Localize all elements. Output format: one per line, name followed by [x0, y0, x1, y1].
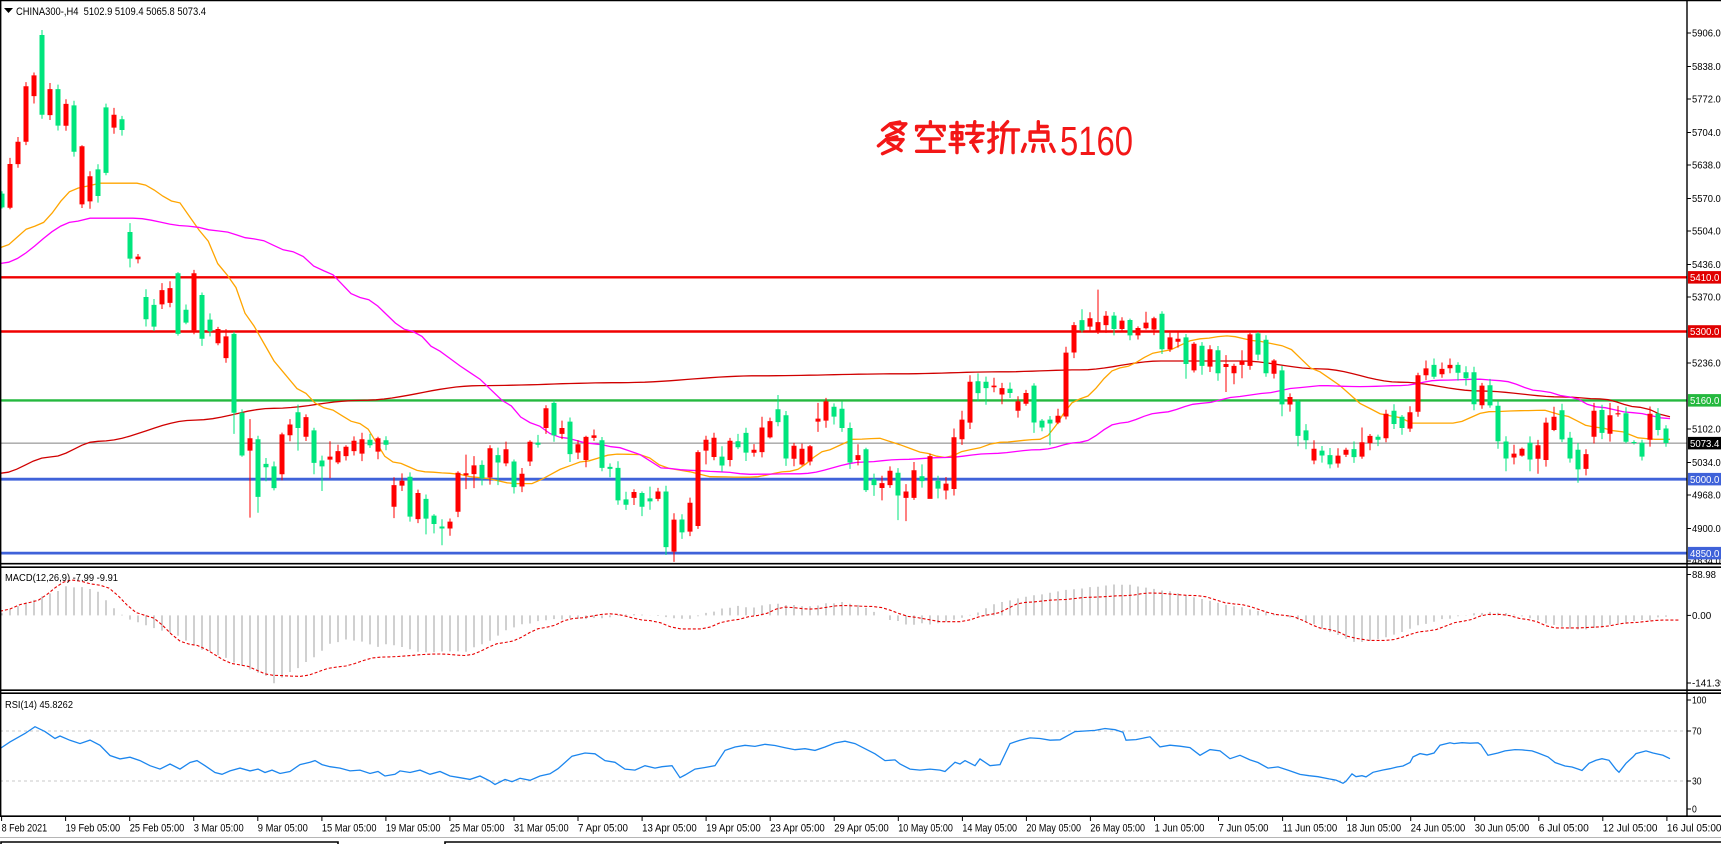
svg-text:5160.0: 5160.0 — [1690, 395, 1720, 407]
svg-text:19 Apr 05:00: 19 Apr 05:00 — [706, 823, 761, 835]
svg-text:13 Apr 05:00: 13 Apr 05:00 — [642, 823, 697, 835]
svg-text:9 Mar 05:00: 9 Mar 05:00 — [258, 823, 308, 835]
svg-text:24 Jun 05:00: 24 Jun 05:00 — [1411, 823, 1466, 835]
svg-text:5160: 5160 — [1060, 118, 1133, 164]
svg-text:88.98: 88.98 — [1692, 569, 1716, 581]
svg-text:5704.0: 5704.0 — [1692, 127, 1721, 139]
svg-text:25 Mar 05:00: 25 Mar 05:00 — [450, 823, 505, 835]
svg-text:70: 70 — [1692, 726, 1702, 738]
svg-text:3 Mar 05:00: 3 Mar 05:00 — [194, 823, 244, 835]
svg-text:19 Feb 05:00: 19 Feb 05:00 — [66, 823, 121, 835]
svg-text:11 Jun 05:00: 11 Jun 05:00 — [1283, 823, 1338, 835]
svg-text:5570.0: 5570.0 — [1692, 193, 1721, 205]
svg-text:12 Jul 05:00: 12 Jul 05:00 — [1603, 823, 1658, 835]
svg-text:CHINA300-,H4 5102.9 5109.4 50: CHINA300-,H4 5102.9 5109.4 5065.8 5073.4 — [16, 6, 206, 18]
svg-text:1 Jun 05:00: 1 Jun 05:00 — [1155, 823, 1205, 835]
svg-text:5772.0: 5772.0 — [1692, 94, 1721, 106]
svg-text:8 Feb 2021: 8 Feb 2021 — [2, 823, 48, 835]
svg-text:7 Jun 05:00: 7 Jun 05:00 — [1219, 823, 1269, 835]
svg-text:6 Jul 05:00: 6 Jul 05:00 — [1539, 823, 1589, 835]
svg-text:5370.0: 5370.0 — [1692, 292, 1721, 304]
svg-text:5236.0: 5236.0 — [1692, 358, 1721, 370]
svg-text:5102.0: 5102.0 — [1692, 424, 1721, 436]
svg-text:5410.0: 5410.0 — [1690, 272, 1720, 284]
svg-text:5300.0: 5300.0 — [1690, 326, 1720, 338]
svg-text:5838.0: 5838.0 — [1692, 61, 1721, 73]
svg-text:5504.0: 5504.0 — [1692, 226, 1721, 238]
svg-text:RSI(14) 45.8262: RSI(14) 45.8262 — [5, 700, 73, 711]
svg-text:5638.0: 5638.0 — [1692, 160, 1721, 172]
svg-text:-141.39: -141.39 — [1692, 678, 1721, 690]
svg-text:5034.0: 5034.0 — [1692, 457, 1721, 469]
svg-text:29 Apr 05:00: 29 Apr 05:00 — [834, 823, 889, 835]
svg-text:0.00: 0.00 — [1692, 610, 1711, 622]
svg-text:15 Mar 05:00: 15 Mar 05:00 — [322, 823, 377, 835]
svg-text:5073.4: 5073.4 — [1690, 438, 1720, 450]
svg-text:7 Apr 05:00: 7 Apr 05:00 — [578, 823, 628, 835]
svg-text:5436.0: 5436.0 — [1692, 259, 1721, 271]
svg-text:4900.0: 4900.0 — [1692, 523, 1721, 535]
svg-text:4968.0: 4968.0 — [1692, 490, 1721, 502]
svg-text:20 May 05:00: 20 May 05:00 — [1026, 823, 1081, 835]
svg-text:23 Apr 05:00: 23 Apr 05:00 — [770, 823, 825, 835]
svg-text:10 May 05:00: 10 May 05:00 — [898, 823, 953, 835]
svg-text:5906.0: 5906.0 — [1692, 28, 1721, 40]
svg-text:26 May 05:00: 26 May 05:00 — [1090, 823, 1145, 835]
svg-text:19 Mar 05:00: 19 Mar 05:00 — [386, 823, 441, 835]
svg-text:30: 30 — [1692, 776, 1702, 788]
svg-text:0: 0 — [1692, 804, 1697, 816]
svg-text:30 Jun 05:00: 30 Jun 05:00 — [1475, 823, 1530, 835]
svg-text:18 Jun 05:00: 18 Jun 05:00 — [1347, 823, 1402, 835]
svg-text:16 Jul 05:00: 16 Jul 05:00 — [1667, 823, 1721, 835]
svg-text:MACD(12,26,9) -7.99 -9.91: MACD(12,26,9) -7.99 -9.91 — [5, 573, 118, 584]
svg-text:4850.0: 4850.0 — [1690, 548, 1720, 560]
svg-text:5000.0: 5000.0 — [1690, 474, 1720, 486]
svg-text:25 Feb 05:00: 25 Feb 05:00 — [130, 823, 185, 835]
svg-text:100: 100 — [1692, 695, 1707, 707]
svg-text:14 May 05:00: 14 May 05:00 — [962, 823, 1017, 835]
svg-text:31 Mar 05:00: 31 Mar 05:00 — [514, 823, 569, 835]
